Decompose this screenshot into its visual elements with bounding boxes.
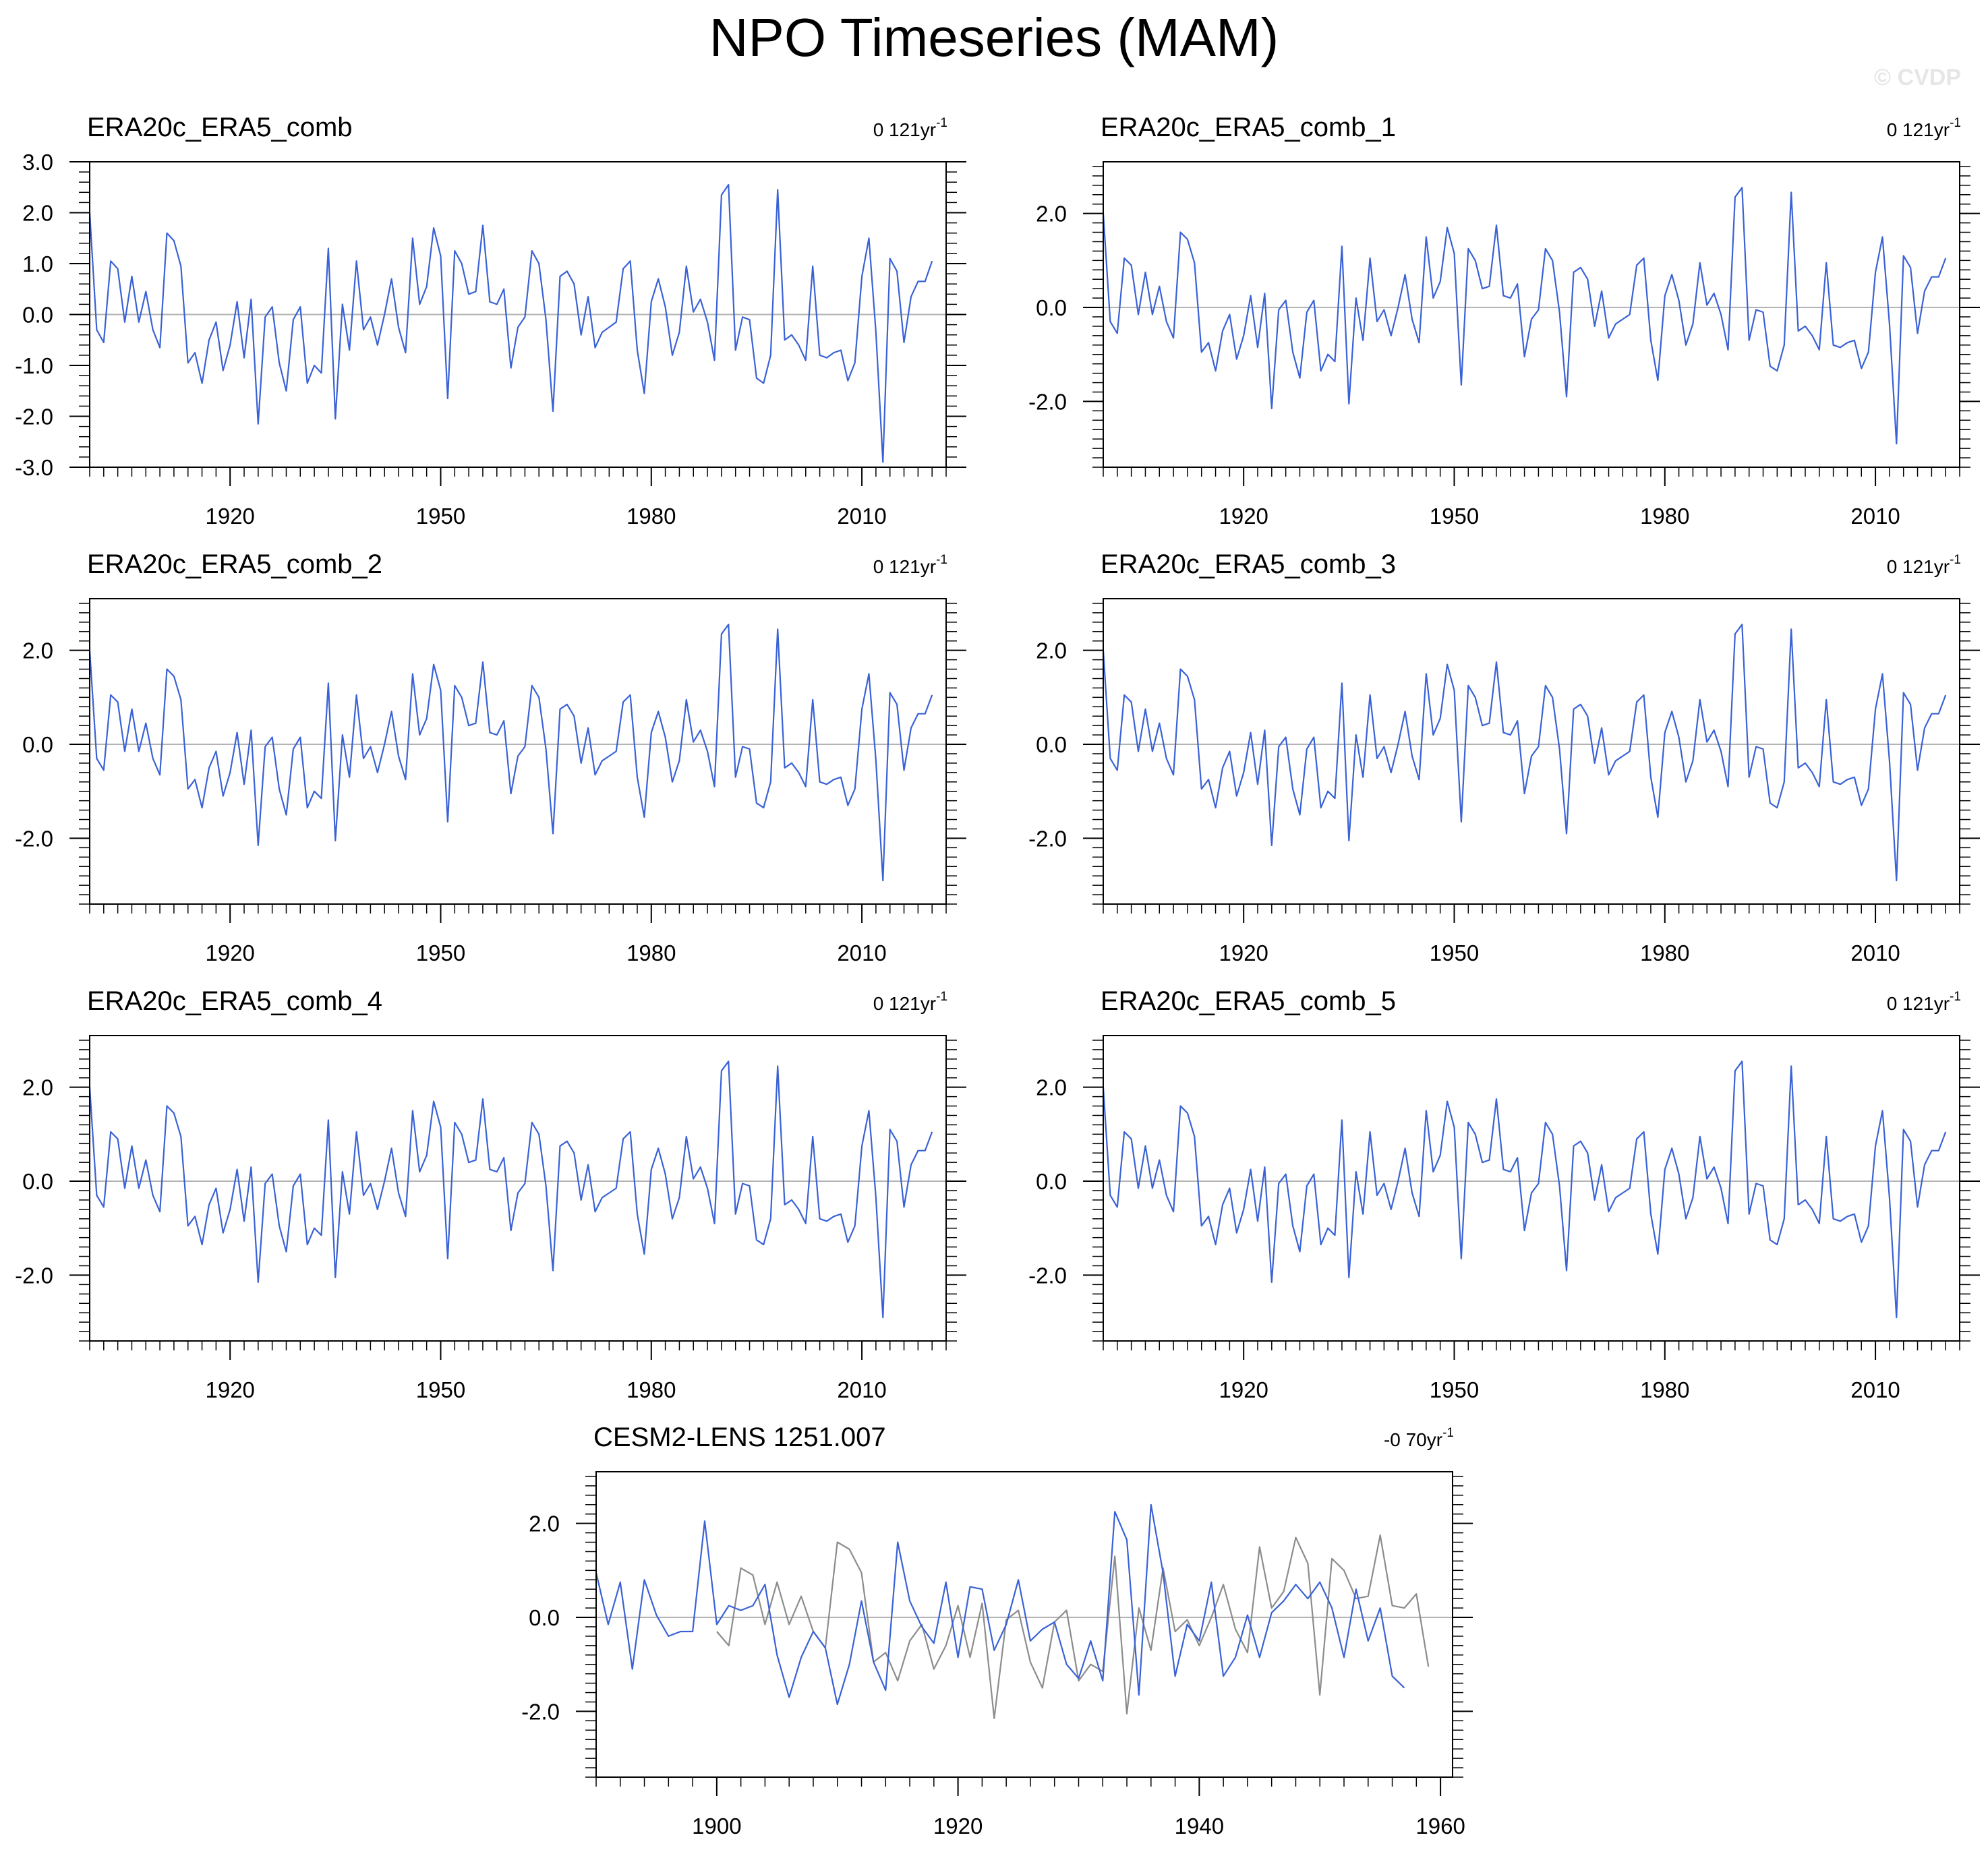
chart-panel: ERA20c_ERA5_comb_4 0 121yr-1 -2.0 0.0 2.0 192… xyxy=(15,986,966,1402)
panel-title: ERA20c_ERA5_comb xyxy=(87,113,353,142)
y-tick-label: -2.0 xyxy=(15,826,53,851)
y-tick-label: -2.0 xyxy=(1028,389,1067,414)
y-tick-label: -1.0 xyxy=(15,353,53,378)
panel-title: CESM2-LENS 1251.007 xyxy=(593,1423,886,1452)
series-line xyxy=(1102,624,1947,882)
y-tick-label: -3.0 xyxy=(15,455,53,480)
y-tick-label: 2.0 xyxy=(22,638,53,663)
panel-title: ERA20c_ERA5_comb_4 xyxy=(87,986,382,1016)
y-tick-label: 2.0 xyxy=(1036,1075,1067,1100)
panel-title: ERA20c_ERA5_comb_2 xyxy=(87,549,382,579)
x-tick-label: 1920 xyxy=(1219,504,1268,529)
plot-frame xyxy=(595,1471,1453,1778)
y-tick-label: 2.0 xyxy=(1036,202,1067,227)
x-tick-label: 1980 xyxy=(1640,940,1689,965)
trend-label: 0 121yr-1 xyxy=(1887,553,1961,577)
plot-frame xyxy=(1103,161,1960,468)
y-tick-label: 1.0 xyxy=(22,251,53,276)
obs-series-line xyxy=(716,1534,1430,1719)
y-tick-label: 0.0 xyxy=(1036,732,1067,757)
x-tick-label: 1920 xyxy=(205,1377,254,1402)
x-tick-label: 1950 xyxy=(416,504,465,529)
y-tick-label: 2.0 xyxy=(22,1075,53,1100)
y-tick-label: -2.0 xyxy=(15,405,53,429)
y-tick-label: -2.0 xyxy=(1028,826,1067,851)
x-tick-label: 1920 xyxy=(205,940,254,965)
y-tick-label: 0.0 xyxy=(529,1605,560,1630)
x-tick-label: 1900 xyxy=(692,1814,741,1838)
panel-title: ERA20c_ERA5_comb_3 xyxy=(1101,549,1396,579)
trend-label: 0 121yr-1 xyxy=(1887,116,1961,140)
x-tick-label: 1950 xyxy=(416,1377,465,1402)
x-tick-label: 1960 xyxy=(1415,1814,1465,1838)
x-tick-label: 1920 xyxy=(933,1814,983,1838)
x-tick-label: 1950 xyxy=(416,940,465,965)
chart-panel: ERA20c_ERA5_comb_2 0 121yr-1 -2.0 0.0 2.0 192… xyxy=(15,549,966,965)
series-line xyxy=(595,1503,1405,1706)
plot-frame xyxy=(1103,1035,1960,1342)
figure-title: NPO Timeseries (MAM) xyxy=(709,7,1279,67)
x-tick-label: 2010 xyxy=(1850,940,1900,965)
x-tick-label: 1920 xyxy=(1219,940,1268,965)
trend-label: 0 121yr-1 xyxy=(873,990,947,1014)
y-tick-label: 3.0 xyxy=(22,150,53,175)
y-tick-label: 0.0 xyxy=(1036,1169,1067,1194)
x-tick-label: 2010 xyxy=(837,940,886,965)
trend-label: -0 70yr-1 xyxy=(1384,1426,1454,1450)
x-tick-label: 2010 xyxy=(1850,1377,1900,1402)
series-line xyxy=(88,183,933,463)
trend-label: 0 121yr-1 xyxy=(873,553,947,577)
y-tick-label: 0.0 xyxy=(22,303,53,328)
trend-label: 0 121yr-1 xyxy=(873,116,947,140)
chart-panel: ERA20c_ERA5_comb_1 0 121yr-1 -2.0 0.0 2.0 192… xyxy=(1028,113,1980,529)
x-tick-label: 2010 xyxy=(837,504,886,529)
y-tick-label: 2.0 xyxy=(1036,638,1067,663)
y-tick-label: 2.0 xyxy=(22,201,53,226)
x-tick-label: 1980 xyxy=(1640,504,1689,529)
y-tick-label: -2.0 xyxy=(521,1699,560,1724)
y-tick-label: -2.0 xyxy=(1028,1263,1067,1288)
y-tick-label: 0.0 xyxy=(22,732,53,757)
x-tick-label: 1920 xyxy=(1219,1377,1268,1402)
plot-frame xyxy=(89,161,947,468)
y-tick-label: 0.0 xyxy=(22,1169,53,1194)
trend-label: 0 121yr-1 xyxy=(1887,990,1961,1014)
x-tick-label: 2010 xyxy=(837,1377,886,1402)
plot-frame xyxy=(89,1035,947,1342)
x-tick-label: 1980 xyxy=(626,1377,676,1402)
x-tick-label: 1950 xyxy=(1430,504,1479,529)
series-line xyxy=(1102,1060,1947,1319)
x-tick-label: 1940 xyxy=(1175,1814,1224,1838)
series-line xyxy=(88,624,933,882)
x-tick-label: 1920 xyxy=(205,504,254,529)
panel-title: ERA20c_ERA5_comb_1 xyxy=(1101,113,1396,142)
series-line xyxy=(1102,187,1947,445)
cvdp-watermark: © CVDP xyxy=(1874,65,1961,90)
chart-panel: ERA20c_ERA5_comb 0 121yr-1 -3.0 -2.0 -1.0 0.0… xyxy=(15,113,966,529)
chart-panel: CESM2-LENS 1251.007 -0 70yr-1 -2.0 0.0 2.0 19… xyxy=(521,1423,1473,1838)
x-tick-label: 1950 xyxy=(1430,940,1479,965)
series-line xyxy=(88,1060,933,1319)
x-tick-label: 1980 xyxy=(626,504,676,529)
y-tick-label: 2.0 xyxy=(529,1512,560,1536)
y-tick-label: -2.0 xyxy=(15,1263,53,1288)
chart-panel: ERA20c_ERA5_comb_3 0 121yr-1 -2.0 0.0 2.0 192… xyxy=(1028,549,1980,965)
x-tick-label: 1980 xyxy=(1640,1377,1689,1402)
panel-title: ERA20c_ERA5_comb_5 xyxy=(1101,986,1396,1016)
x-tick-label: 1950 xyxy=(1430,1377,1479,1402)
plot-frame xyxy=(89,598,947,905)
chart-panel: ERA20c_ERA5_comb_5 0 121yr-1 -2.0 0.0 2.0 192… xyxy=(1028,986,1980,1402)
plot-frame xyxy=(1103,598,1960,905)
y-tick-label: 0.0 xyxy=(1036,295,1067,320)
x-tick-label: 1980 xyxy=(626,940,676,965)
x-tick-label: 2010 xyxy=(1850,504,1900,529)
